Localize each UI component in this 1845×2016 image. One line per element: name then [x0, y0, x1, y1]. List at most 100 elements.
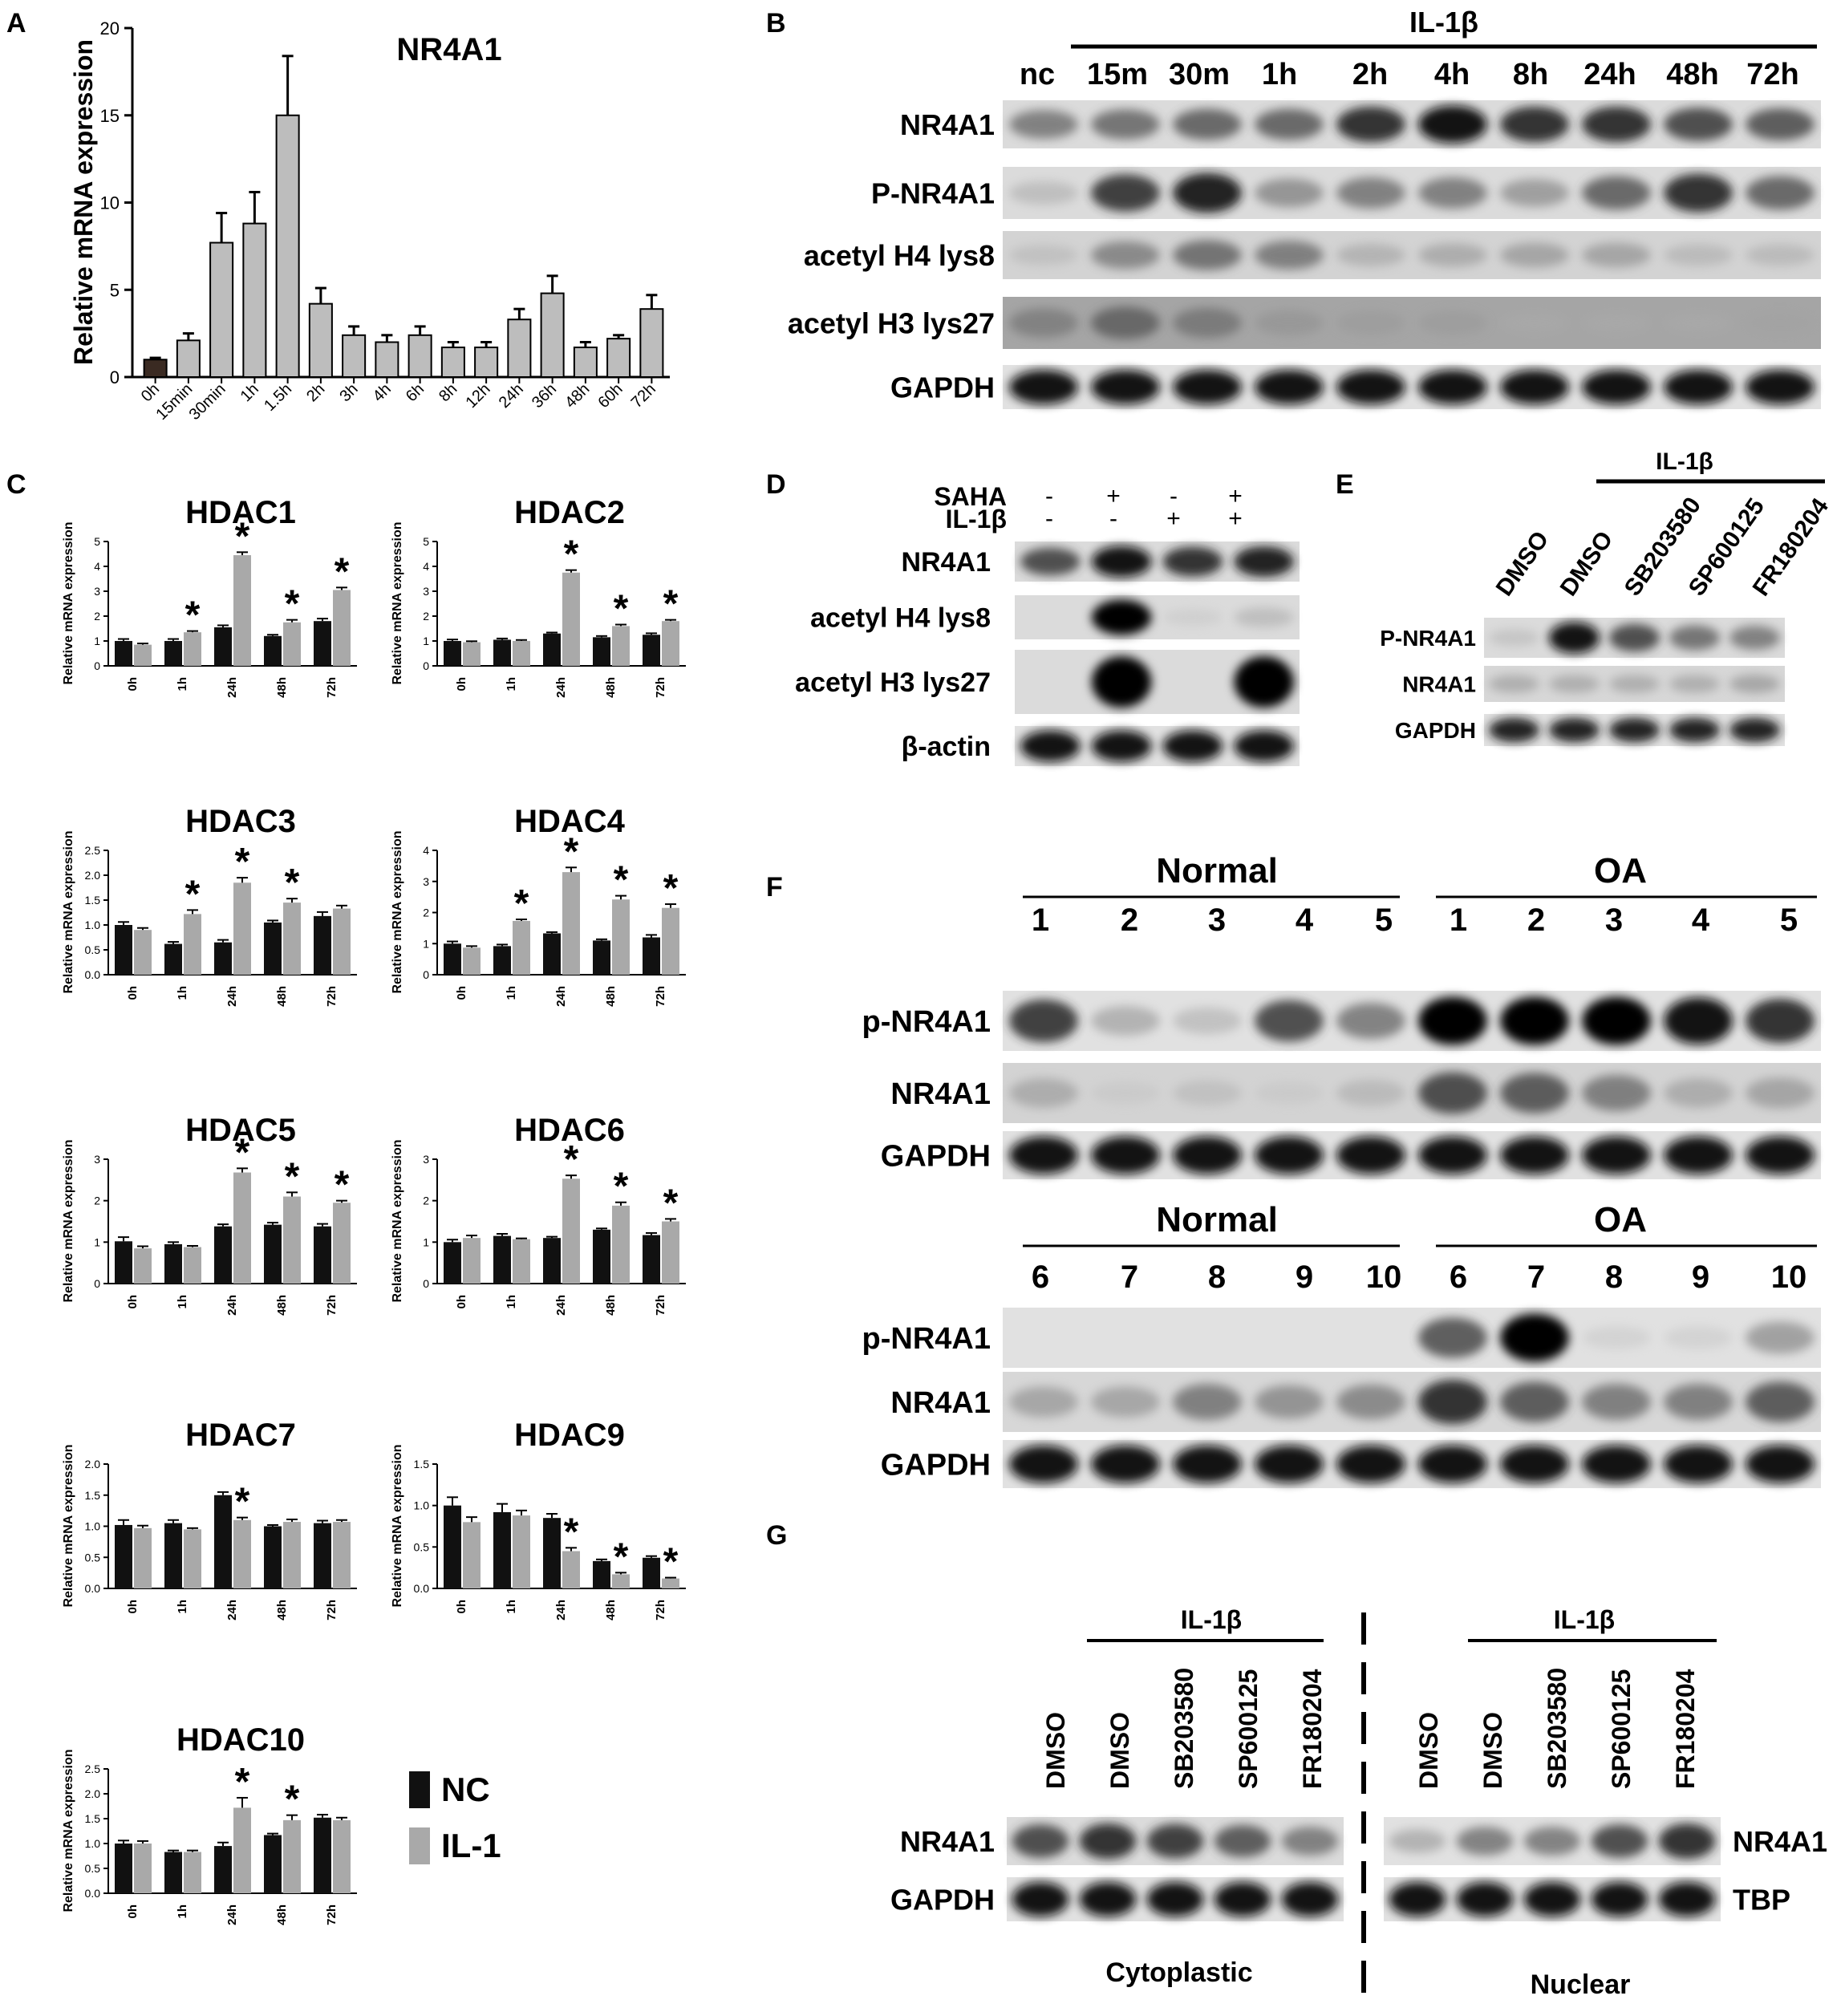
lane-label: SP600125 [1234, 1669, 1263, 1789]
blot-band [1091, 599, 1152, 635]
hdac-chart-hdac3: HDAC3 Relative mRNA expression 0.0 0.5 1.0 1.… [62, 804, 357, 1007]
bar-il1 [463, 642, 481, 666]
blot-row-label: TBP [1733, 1883, 1790, 1916]
blot-band [1173, 370, 1242, 404]
blot-band [1079, 1882, 1137, 1917]
condition-sign: - [1109, 505, 1117, 532]
blot-band [1669, 717, 1720, 743]
treatment-label: IL-1β [1409, 6, 1478, 39]
y-axis-label: Relative mRNA expression [62, 830, 75, 993]
lane-label: SP600125 [1607, 1669, 1636, 1789]
significance-star: * [564, 533, 579, 576]
bar-nc [444, 1505, 461, 1588]
chart-title: HDAC9 [514, 1418, 625, 1453]
bar-il1 [233, 1807, 251, 1893]
blot-row-label: P-NR4A1 [871, 176, 995, 209]
blot-row: β-actin [902, 726, 1300, 766]
blot-row: NR4A1 [902, 542, 1300, 582]
significance-star: * [663, 1182, 679, 1224]
blot-row-label: GAPDH [890, 371, 995, 404]
blot-band [1173, 108, 1242, 140]
bar-nc [164, 943, 182, 975]
blot-row: acetyl H4 lys8 [804, 231, 1821, 279]
blot-band [1009, 1136, 1078, 1174]
blot-band [1009, 181, 1078, 205]
y-tick-label: 1 [94, 1235, 100, 1248]
lane-label: 5 [1375, 903, 1393, 938]
bar-il1 [184, 914, 201, 975]
bar-il1 [134, 930, 152, 975]
hdac-chart-hdac9: HDAC9 Relative mRNA expression 0.0 0.5 1.0 1.… [391, 1418, 686, 1621]
bar-il1 [283, 1819, 301, 1893]
significance-star: * [614, 588, 629, 631]
x-tick-label: 48h [275, 677, 289, 698]
blot-band [1418, 243, 1487, 267]
blot-band [1500, 179, 1569, 207]
x-tick-label: 1h [176, 1904, 189, 1919]
y-tick-label: 5 [110, 280, 120, 300]
blot-row-label: β-actin [902, 732, 991, 762]
blot-row: P-NR4A1 [1380, 618, 1785, 658]
y-tick-label: 1.0 [85, 1837, 101, 1850]
lane-label: 8 [1605, 1259, 1623, 1295]
y-tick-label: 1.0 [414, 1499, 430, 1512]
y-tick-label: 1.0 [85, 919, 101, 931]
blot-band [1500, 106, 1569, 143]
blot-band [1336, 243, 1405, 267]
significance-star: * [285, 862, 300, 904]
chart-title: NR4A1 [396, 32, 501, 67]
blot-row: acetyl H3 lys27 [788, 297, 1821, 349]
treatment-label: IL-1β [1181, 1605, 1242, 1634]
bar [308, 302, 333, 378]
lane-label: 8h [1513, 58, 1548, 91]
blot-band [1664, 107, 1733, 141]
y-tick-label: 0.5 [85, 943, 101, 956]
blot-row-label: NR4A1 [1733, 1825, 1827, 1858]
blot-band [1549, 717, 1600, 743]
significance-star: * [514, 882, 529, 925]
bar-il1 [513, 1239, 530, 1284]
blot-row: GAPDH [890, 365, 1821, 409]
y-tick-label: 1.5 [85, 1489, 101, 1502]
blot-band [1500, 996, 1569, 1045]
bar [176, 339, 201, 379]
blot-band [1418, 1136, 1487, 1174]
lane-label: FR180204 [1671, 1669, 1700, 1789]
blot-row: NR4A1 [900, 100, 1821, 148]
significance-star: * [185, 594, 201, 637]
bar-nc [543, 1518, 561, 1588]
x-tick-label: 24h [554, 1600, 568, 1621]
blot-band [1523, 1882, 1581, 1917]
blot-band [1020, 547, 1081, 576]
blot-band [1173, 172, 1242, 213]
bar-nc [493, 639, 511, 666]
blot-band [1012, 1882, 1069, 1917]
bar [275, 114, 300, 378]
blot-band [1746, 998, 1815, 1044]
y-tick-label: 3 [423, 585, 429, 598]
bar-il1 [562, 872, 580, 975]
y-tick-label: 3 [94, 585, 100, 598]
blot-band [1609, 623, 1660, 652]
lane-label: DMSO [1041, 1712, 1070, 1789]
lane-label: SB203580 [1543, 1668, 1571, 1789]
bar-il1 [662, 907, 679, 975]
bar-il1 [134, 644, 152, 666]
blot-band [1162, 546, 1223, 577]
bar [408, 334, 432, 378]
bar-nc [214, 1495, 232, 1588]
bar [573, 347, 598, 378]
blot-band [1746, 1321, 1815, 1354]
lane-label: nc [1020, 58, 1055, 91]
blot-band [1336, 106, 1405, 143]
legend-label-il1: IL-1 [441, 1827, 501, 1864]
blot-row: TBP [1384, 1877, 1790, 1921]
blot-band [1255, 1385, 1324, 1419]
x-tick-label: 12h [463, 380, 494, 412]
blot-band [1255, 1136, 1324, 1174]
y-tick-label: 0 [423, 968, 429, 981]
y-tick-label: 2 [423, 907, 429, 919]
blot-band [1173, 1007, 1242, 1035]
x-tick-label: 48h [275, 1600, 289, 1621]
bar-nc [643, 1557, 660, 1588]
